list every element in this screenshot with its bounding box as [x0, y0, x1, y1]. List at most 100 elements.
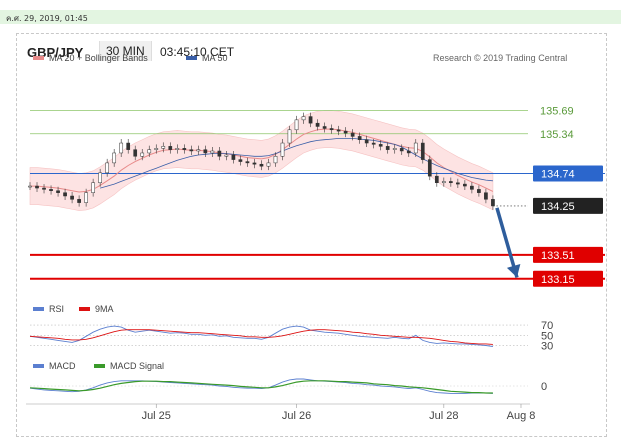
level-badge-133.15 [533, 270, 603, 287]
candle-body [427, 159, 432, 177]
candle-body [196, 149, 201, 152]
candle-body [448, 181, 453, 184]
ma50-swatch-icon [186, 55, 197, 60]
candle-body [182, 148, 187, 150]
candle-body [477, 189, 481, 193]
candle-body [287, 129, 292, 144]
candle-body [175, 148, 180, 150]
candle-body [441, 181, 446, 184]
x-tick-label: Jul 28 [429, 410, 458, 422]
candle-body [252, 162, 257, 165]
legend-macd: MACD [33, 361, 76, 371]
candle-body [399, 148, 404, 152]
candle-body [294, 119, 299, 131]
chart-card: GBP/JPY 30 MIN 03:45:10 CET [16, 33, 607, 437]
x-tick-label: Jul 25 [142, 410, 171, 422]
candle-body [420, 142, 425, 160]
candle-body [126, 142, 131, 150]
legend-rsi-label: RSI [49, 304, 65, 314]
candle-body [434, 175, 439, 184]
candle-body [217, 150, 222, 157]
candle-body [273, 156, 278, 164]
candle-body [203, 149, 208, 154]
candle-body [210, 150, 215, 154]
candle-body [119, 142, 124, 154]
forecast-arrow-shaft [495, 207, 519, 278]
candle-body [336, 129, 341, 132]
legend-9ma: 9MA [79, 304, 114, 314]
level-label-135.69: 135.69 [540, 106, 574, 118]
level-label-134.74: 134.74 [541, 168, 575, 180]
candle-body [154, 148, 159, 150]
candle-body [98, 172, 102, 184]
level-label-133.15: 133.15 [541, 274, 575, 286]
candle-body [245, 161, 250, 164]
candle-body [84, 192, 88, 203]
candle-body [491, 199, 495, 207]
candle-body [392, 148, 397, 150]
candle-body [238, 159, 243, 162]
candle-body [231, 154, 236, 160]
candle-body [343, 130, 348, 134]
timestamp-bar: ค.ศ. 29, 2019, 01:45 [0, 10, 621, 24]
timestamp: ค.ศ. 29, 2019, 01:45 [6, 14, 88, 23]
legend-ma20-label: MA 20 + Bollinger Bands [49, 53, 148, 63]
macd-signal-swatch-icon [94, 363, 105, 368]
level-label-134.25: 134.25 [541, 201, 575, 213]
candle-body [42, 187, 46, 190]
rsi-line [29, 325, 493, 347]
legend-macd-signal-label: MACD Signal [110, 361, 165, 371]
rsi-tick-70: 70 [541, 320, 553, 332]
ma50-line [99, 138, 493, 189]
candle-body [456, 182, 460, 185]
candle-body [49, 189, 53, 191]
candle-body [147, 149, 152, 154]
macd-tick-0: 0 [541, 381, 547, 393]
candle-body [35, 185, 39, 189]
candle-body [77, 199, 81, 203]
candle-body [350, 132, 355, 137]
ma20-swatch-icon [33, 55, 44, 60]
candle-body [385, 146, 390, 150]
candle-body [470, 185, 474, 190]
level-badge-133.51 [533, 246, 603, 263]
candle-body [322, 126, 327, 129]
chart-header: GBP/JPY 30 MIN 03:45:10 CET [17, 34, 606, 68]
candle-body [63, 192, 67, 197]
candle-body [224, 154, 229, 157]
candle-body [357, 136, 362, 140]
legend-macd-signal: MACD Signal [94, 361, 164, 371]
legend-rsi: RSI [33, 304, 64, 314]
candle-body [315, 122, 320, 127]
candle-body [70, 195, 74, 200]
candle-body [112, 152, 117, 164]
level-label-133.51: 133.51 [541, 250, 575, 262]
candle-body [301, 116, 306, 121]
candle-body [484, 192, 488, 200]
legend-ma20: MA 20 + Bollinger Bands [33, 53, 148, 63]
legend-macd-label: MACD [49, 361, 76, 371]
rsi-swatch-icon [33, 306, 44, 311]
candle-body [280, 142, 285, 157]
candle-body [168, 146, 173, 150]
candle-body [463, 183, 467, 187]
candle-body [266, 162, 271, 167]
legend-ma50: MA 50 [186, 53, 228, 63]
candle-body [308, 116, 313, 124]
level-label-135.34: 135.34 [540, 129, 574, 141]
x-tick-label: Jul 26 [282, 410, 311, 422]
candle-body [189, 149, 194, 152]
macd-signal-line [29, 380, 493, 394]
chart-time: 03:45:10 CET [160, 45, 235, 59]
macd-swatch-icon [33, 363, 44, 368]
candle-body [406, 150, 411, 154]
nine-ma-swatch-icon [79, 306, 90, 311]
candle-body [259, 163, 264, 167]
credit-text: Research © 2019 Trading Central [433, 53, 568, 63]
candle-body [161, 146, 166, 149]
timeframe-badge[interactable]: 30 MIN [99, 41, 152, 61]
x-tick-label: Aug 8 [507, 410, 536, 422]
candle-body [140, 152, 145, 157]
candle-body [371, 142, 376, 145]
